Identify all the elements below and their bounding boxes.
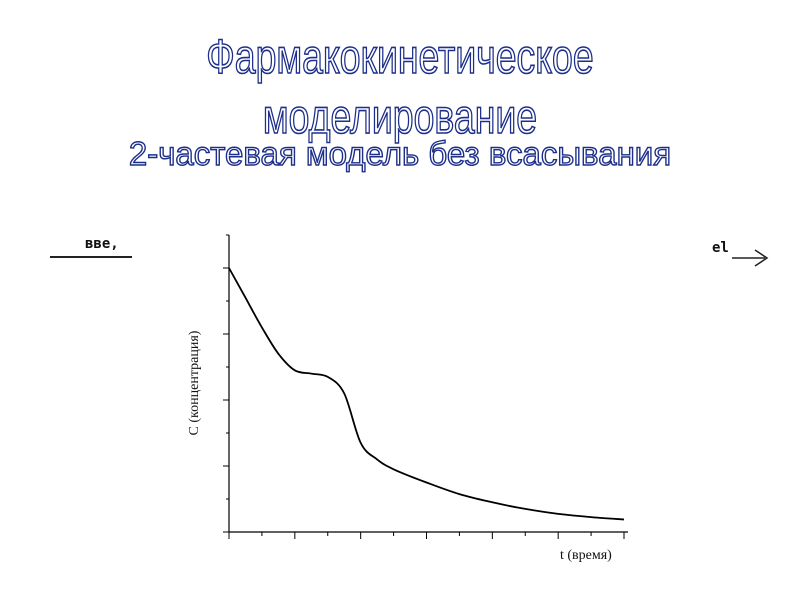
series-line xyxy=(228,267,625,521)
axis-ticks xyxy=(223,234,625,539)
y-axis-label: С (концентрация) xyxy=(187,330,202,436)
x-axis-label: t (время) xyxy=(560,548,612,563)
slide-subtitle: 2-частевая модель без всасывания xyxy=(128,134,672,172)
fragment-text-right: el xyxy=(712,240,729,256)
slide-title: Фармакокинетическое моделирование xyxy=(206,30,595,145)
fragment-line-left xyxy=(50,256,132,258)
fragment-text-left: вве, xyxy=(85,236,119,252)
arrow-head-icon xyxy=(754,249,769,267)
